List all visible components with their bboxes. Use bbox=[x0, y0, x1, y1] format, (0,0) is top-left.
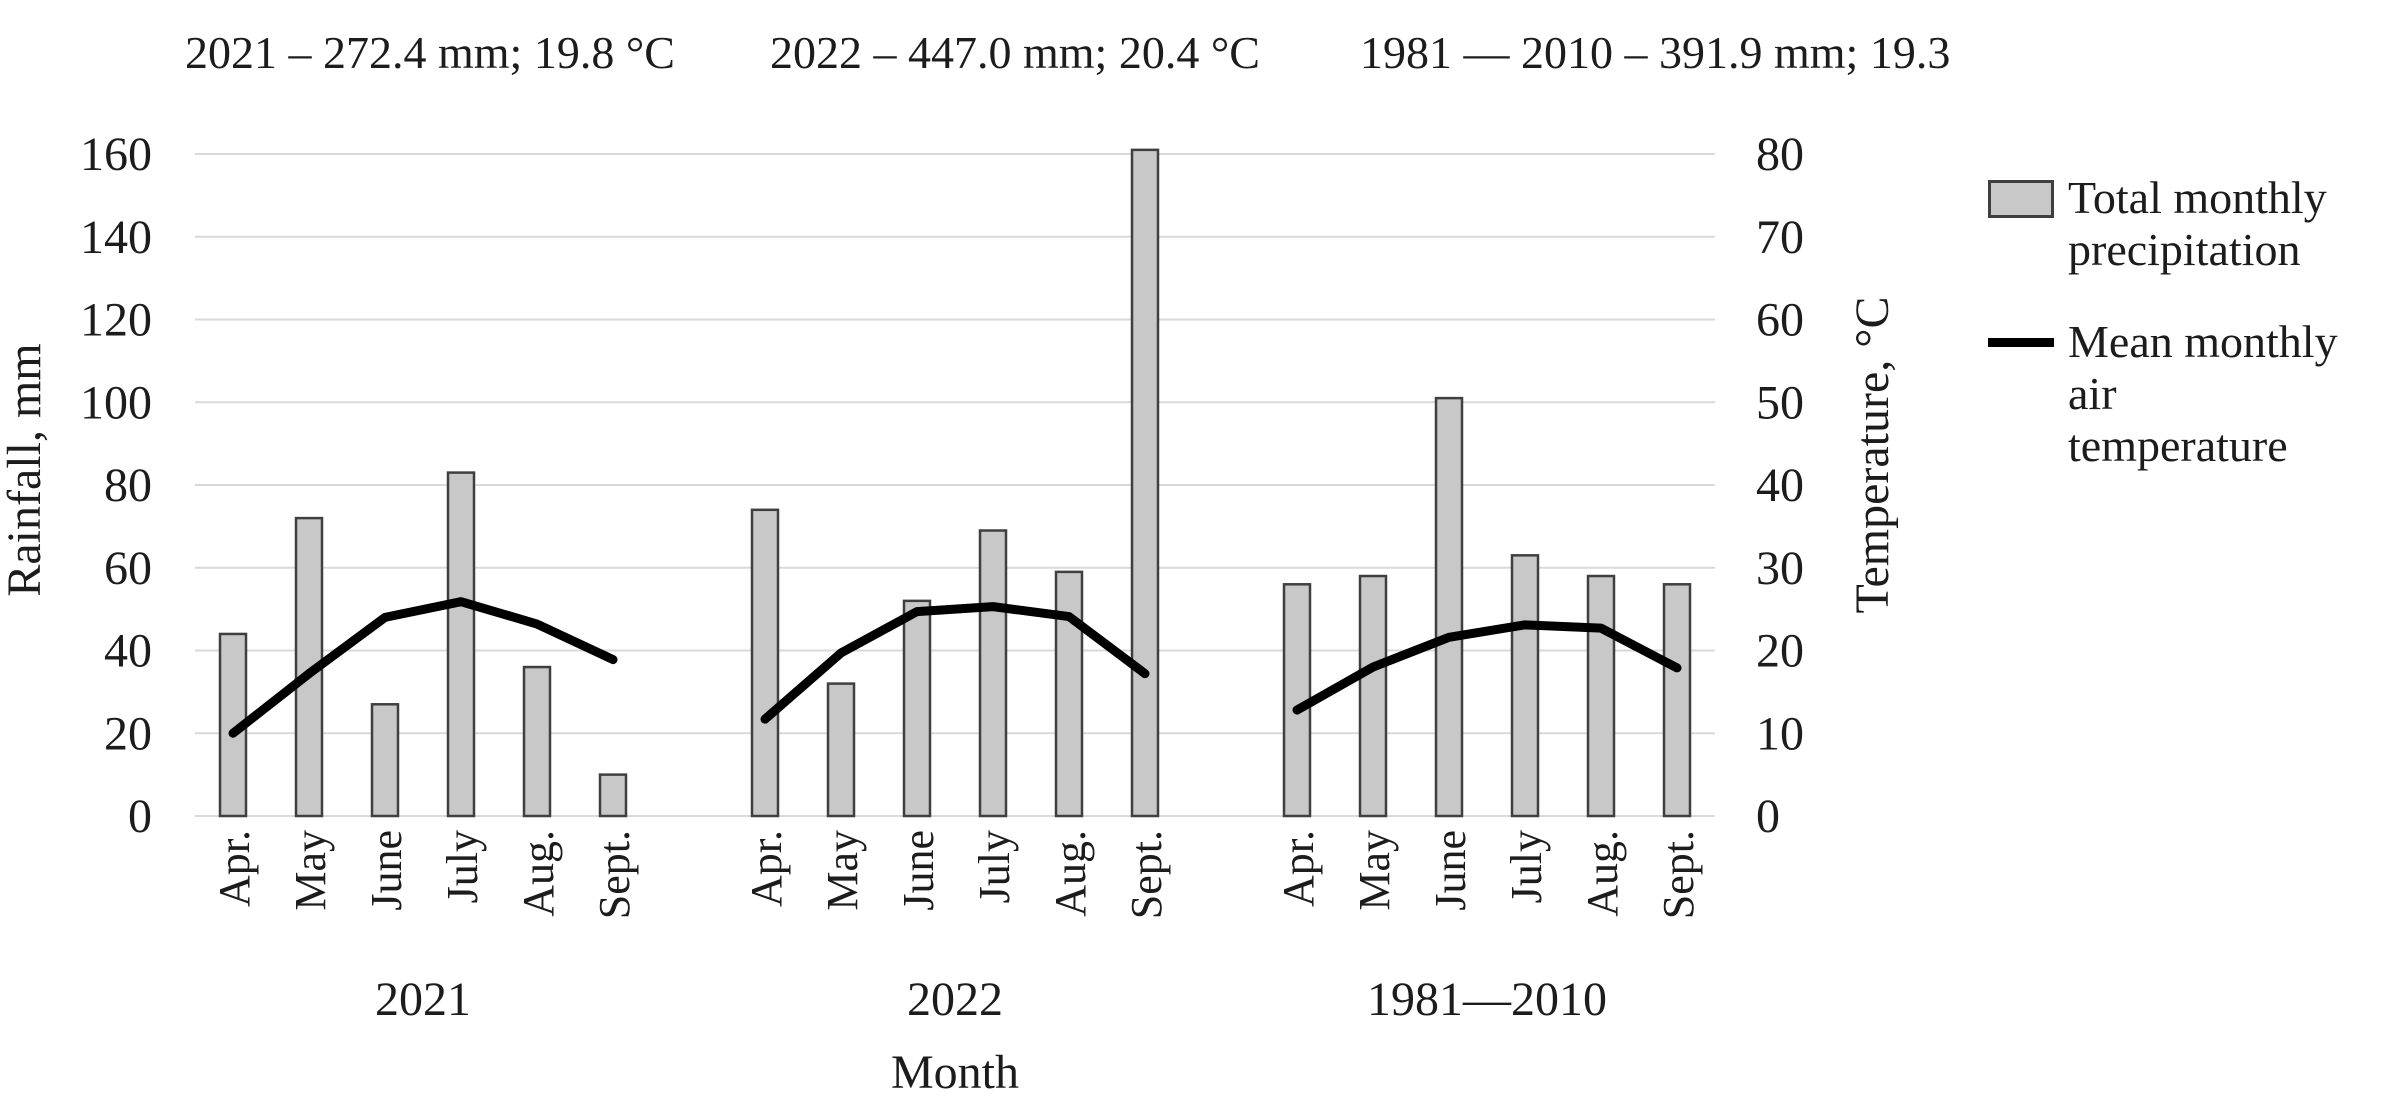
legend-label-line: temperature bbox=[2068, 420, 2288, 471]
left-axis-tick-label: 100 bbox=[80, 376, 152, 429]
bar-2021-july bbox=[446, 471, 476, 818]
bar-2022-sept bbox=[1130, 148, 1160, 818]
right-axis-tick-label: 50 bbox=[1756, 376, 1804, 429]
x-month-label-1981-2010-july: July bbox=[1502, 830, 1551, 903]
x-month-label-2021-may: May bbox=[286, 830, 335, 911]
x-month-label-2022-aug: Aug. bbox=[1046, 830, 1095, 917]
temperature-line-swatch bbox=[1988, 338, 2054, 347]
x-month-label-2022-sept: Sept. bbox=[1122, 830, 1171, 919]
legend: Total monthly precipitation Mean monthly… bbox=[1988, 172, 2388, 472]
bar-1981-2010-sept bbox=[1662, 583, 1692, 818]
legend-label-precipitation: Total monthly precipitation bbox=[2068, 172, 2327, 276]
title-2021-summary: 2021 – 272.4 mm; 19.8 °C bbox=[185, 27, 675, 78]
x-month-label-2022-may: May bbox=[818, 830, 867, 911]
x-group-label-1981-2010: 1981—2010 bbox=[1367, 973, 1607, 1026]
left-axis-tick-label: 80 bbox=[104, 459, 152, 512]
right-axis-tick-label: 30 bbox=[1756, 542, 1804, 595]
right-axis-tick-label: 20 bbox=[1756, 625, 1804, 678]
legend-item-temperature: Mean monthly air temperature bbox=[1988, 316, 2388, 472]
x-month-label-1981-2010-june: June bbox=[1426, 830, 1475, 911]
legend-label-temperature: Mean monthly air temperature bbox=[2068, 316, 2338, 472]
bar-2021-june bbox=[370, 703, 400, 818]
left-axis-tick-label: 20 bbox=[104, 707, 152, 760]
x-axis-title: Month bbox=[891, 1046, 1019, 1099]
left-axis-tick-label: 60 bbox=[104, 542, 152, 595]
right-axis-tick-label: 70 bbox=[1756, 211, 1804, 264]
x-month-label-2021-sept: Sept. bbox=[590, 830, 639, 919]
left-axis-tick-label: 160 bbox=[80, 128, 152, 181]
x-month-label-2021-aug: Aug. bbox=[514, 830, 563, 917]
bar-1981-2010-june bbox=[1434, 396, 1464, 818]
bar-2022-july bbox=[978, 529, 1008, 818]
x-month-label-2022-june: June bbox=[894, 830, 943, 911]
left-axis-tick-label: 120 bbox=[80, 294, 152, 347]
legend-label-line: air bbox=[2068, 368, 2117, 419]
bar-2021-aug bbox=[522, 665, 552, 818]
legend-label-line: Mean monthly bbox=[2068, 316, 2338, 367]
temp-line-2022 bbox=[760, 602, 1150, 724]
bar-1981-2010-may bbox=[1358, 574, 1388, 818]
bar-1981-2010-aug bbox=[1586, 574, 1616, 818]
x-month-label-1981-2010-aug: Aug. bbox=[1578, 830, 1627, 917]
title-2022-summary: 2022 – 447.0 mm; 20.4 °C bbox=[770, 27, 1260, 78]
left-axis-tick-label: 40 bbox=[104, 625, 152, 678]
legend-item-precipitation: Total monthly precipitation bbox=[1988, 172, 2388, 276]
left-axis-tick-label: 140 bbox=[80, 211, 152, 264]
title-1981-2010-summary: 1981 — 2010 – 391.9 mm; 19.3 bbox=[1360, 27, 1951, 78]
x-month-label-2021-june: June bbox=[362, 830, 411, 911]
x-month-label-1981-2010-apr: Apr. bbox=[1274, 830, 1323, 907]
right-axis-tick-label: 40 bbox=[1756, 459, 1804, 512]
x-month-label-2022-apr: Apr. bbox=[742, 830, 791, 907]
left-axis-title: Rainfall, mm bbox=[0, 343, 51, 596]
precipitation-bar-swatch bbox=[1988, 180, 2054, 218]
bar-2021-sept bbox=[598, 773, 628, 818]
left-axis-tick-label: 0 bbox=[128, 790, 152, 843]
right-axis-title: Temperature, °C bbox=[1846, 296, 1899, 613]
bar-2022-apr bbox=[750, 508, 780, 818]
right-axis-tick-label: 0 bbox=[1756, 790, 1780, 843]
x-month-label-2022-july: July bbox=[970, 830, 1019, 903]
x-group-label-2021: 2021 bbox=[375, 973, 471, 1026]
x-month-label-2021-july: July bbox=[438, 830, 487, 903]
right-axis-tick-label: 60 bbox=[1756, 294, 1804, 347]
bar-1981-2010-july bbox=[1510, 554, 1540, 818]
temp-line-2021 bbox=[228, 597, 618, 738]
legend-label-line: precipitation bbox=[2068, 224, 2301, 275]
temp-line-1981-2010 bbox=[1292, 620, 1682, 715]
bar-2022-aug bbox=[1054, 570, 1084, 818]
legend-label-line: Total monthly bbox=[2068, 172, 2327, 223]
x-month-label-1981-2010-sept: Sept. bbox=[1654, 830, 1703, 919]
right-axis-tick-label: 80 bbox=[1756, 128, 1804, 181]
x-month-label-1981-2010-may: May bbox=[1350, 830, 1399, 911]
bar-2022-may bbox=[826, 682, 856, 818]
bar-2022-june bbox=[902, 599, 932, 818]
x-month-label-2021-apr: Apr. bbox=[210, 830, 259, 907]
x-group-label-2022: 2022 bbox=[907, 973, 1003, 1026]
right-axis-tick-label: 10 bbox=[1756, 707, 1804, 760]
